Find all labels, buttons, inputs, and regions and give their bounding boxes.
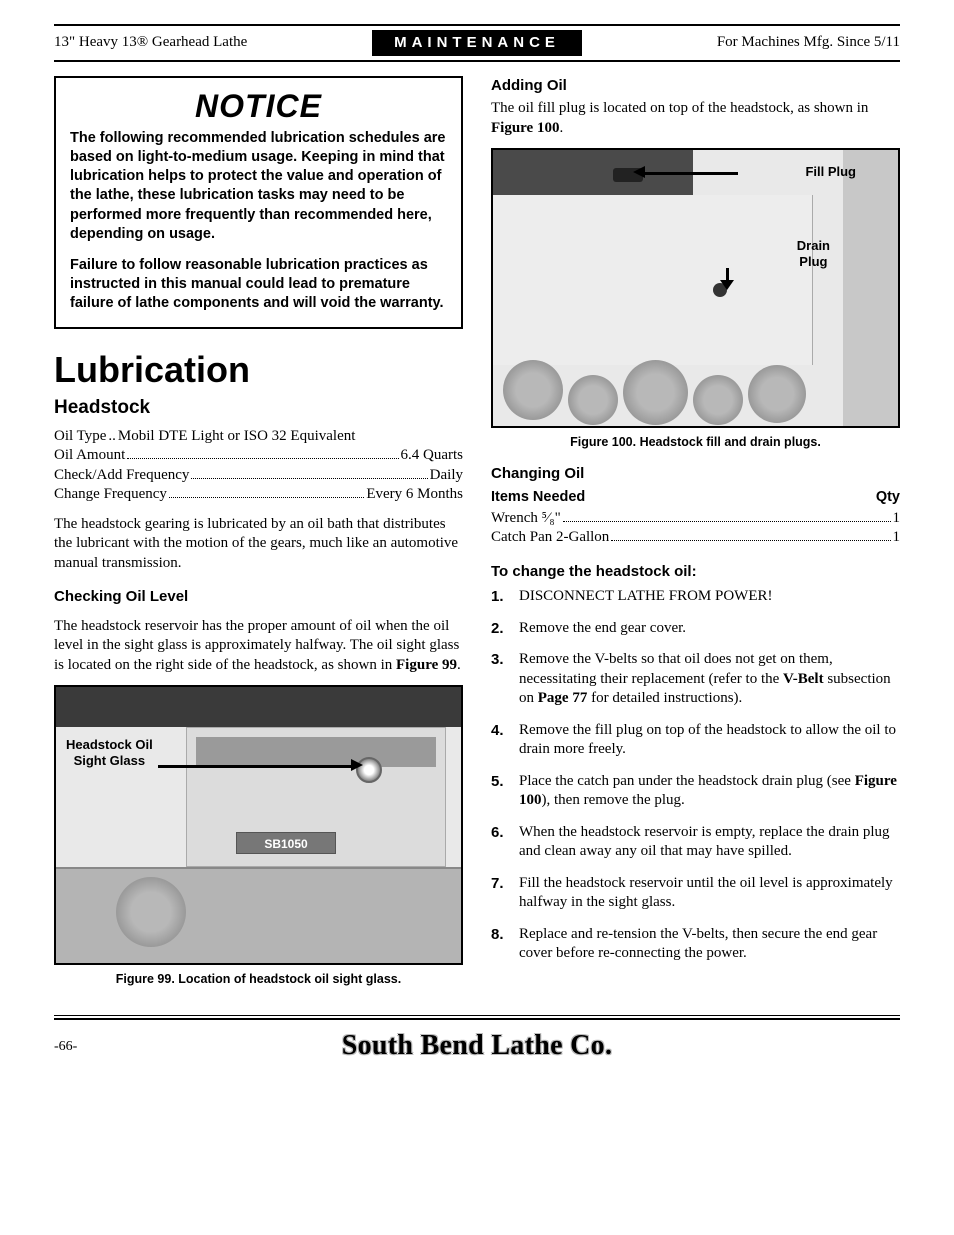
spec-value: Daily	[430, 466, 463, 486]
spec-list: Oil Type .. Mobil DTE Light or ISO 32 Eq…	[54, 427, 463, 505]
fig100-drain-line2: Plug	[799, 254, 827, 269]
page-number: -66-	[54, 1038, 77, 1056]
spec-row: Check/Add Frequency Daily	[54, 466, 463, 486]
step-2: 2.Remove the end gear cover.	[491, 619, 900, 639]
step-5: 5. Place the catch pan under the headsto…	[491, 772, 900, 811]
spec-row: Oil Amount 6.4 Quarts	[54, 446, 463, 466]
fig99-callout-line2: Sight Glass	[74, 753, 146, 768]
spec-value: Every 6 Months	[366, 485, 463, 505]
item-qty: 1	[893, 528, 901, 548]
spec-value: Mobil DTE Light or ISO 32 Equivalent	[118, 427, 355, 447]
spec-label: Oil Type	[54, 427, 106, 447]
step-3: 3. Remove the V-belts so that oil does n…	[491, 650, 900, 709]
fig100-fill-callout: Fill Plug	[805, 164, 856, 180]
fig99-ref: Figure 99	[396, 657, 457, 673]
fig99-plate: SB1050	[236, 832, 336, 854]
notice-body: The following recommended lubrication sc…	[70, 129, 447, 313]
spec-value: 6.4 Quarts	[401, 446, 464, 466]
header-center-badge: MAINTENANCE	[372, 30, 582, 56]
subsection-headstock: Headstock	[54, 396, 463, 421]
fig100-drain-line1: Drain	[797, 238, 830, 253]
paragraph-checking: The headstock reservoir has the proper a…	[54, 617, 463, 676]
header-rule-top	[54, 24, 900, 26]
subhead-checking: Checking Oil Level	[54, 587, 463, 607]
fig99-callout-line1: Headstock Oil	[66, 737, 153, 752]
content-columns: NOTICE The following recommended lubrica…	[54, 76, 900, 998]
right-column: Adding Oil The oil fill plug is located …	[491, 76, 900, 998]
fig100-ref: Figure 100	[491, 120, 559, 136]
step-1: 1.DISCONNECT LATHE FROM POWER!	[491, 587, 900, 607]
figure-99: SB1050 Headstock Oil Sight Glass	[54, 685, 463, 965]
notice-p1: The following recommended lubrication sc…	[70, 129, 447, 244]
step-6: 6.When the headstock reservoir is empty,…	[491, 823, 900, 862]
item-row: Catch Pan 2-Gallon 1	[491, 528, 900, 548]
items-needed-qty: Qty	[876, 488, 900, 507]
item-qty: 1	[893, 509, 901, 529]
step-4: 4.Remove the fill plug on top of the hea…	[491, 721, 900, 760]
item-label: Catch Pan 2-Gallon	[491, 528, 609, 548]
subhead-procedure: To change the headstock oil:	[491, 562, 900, 582]
header-rule-bottom	[54, 60, 900, 62]
figure-100-caption: Figure 100. Headstock fill and drain plu…	[491, 434, 900, 450]
spec-row: Change Frequency Every 6 Months	[54, 485, 463, 505]
procedure-steps: 1.DISCONNECT LATHE FROM POWER! 2.Remove …	[491, 587, 900, 964]
notice-title: NOTICE	[70, 86, 447, 128]
figure-99-caption: Figure 99. Location of headstock oil sig…	[54, 971, 463, 987]
spec-label: Change Frequency	[54, 485, 167, 505]
items-needed-label: Items Needed	[491, 488, 585, 507]
item-row: Wrench ⁵⁄₈" 1	[491, 509, 900, 529]
subhead-changing: Changing Oil	[491, 464, 900, 484]
header-right: For Machines Mfg. Since 5/11	[582, 33, 900, 53]
paragraph-oilbath: The headstock gearing is lubricated by a…	[54, 515, 463, 574]
spec-label: Check/Add Frequency	[54, 466, 189, 486]
left-column: NOTICE The following recommended lubrica…	[54, 76, 463, 998]
header-left: 13" Heavy 13® Gearhead Lathe	[54, 33, 372, 53]
para-add-text: The oil fill plug is located on top of t…	[491, 100, 868, 116]
page-footer: -66- South Bend Lathe Co.	[54, 1015, 900, 1064]
figure-100: Fill Plug Drain Plug	[491, 148, 900, 428]
footer-brand: South Bend Lathe Co.	[342, 1028, 613, 1064]
subhead-adding: Adding Oil	[491, 76, 900, 96]
spec-row: Oil Type .. Mobil DTE Light or ISO 32 Eq…	[54, 427, 463, 447]
page-header: 13" Heavy 13® Gearhead Lathe MAINTENANCE…	[54, 28, 900, 60]
items-needed-header: Items Needed Qty	[491, 488, 900, 507]
spec-label: Oil Amount	[54, 446, 125, 466]
item-label: Wrench ⁵⁄₈"	[491, 509, 561, 529]
notice-box: NOTICE The following recommended lubrica…	[54, 76, 463, 330]
section-title: Lubrication	[54, 347, 463, 394]
notice-p2: Failure to follow reasonable lubrication…	[70, 256, 447, 313]
step-7: 7.Fill the headstock reservoir until the…	[491, 874, 900, 913]
step-8: 8.Replace and re-tension the V-belts, th…	[491, 925, 900, 964]
paragraph-adding: The oil fill plug is located on top of t…	[491, 99, 900, 138]
